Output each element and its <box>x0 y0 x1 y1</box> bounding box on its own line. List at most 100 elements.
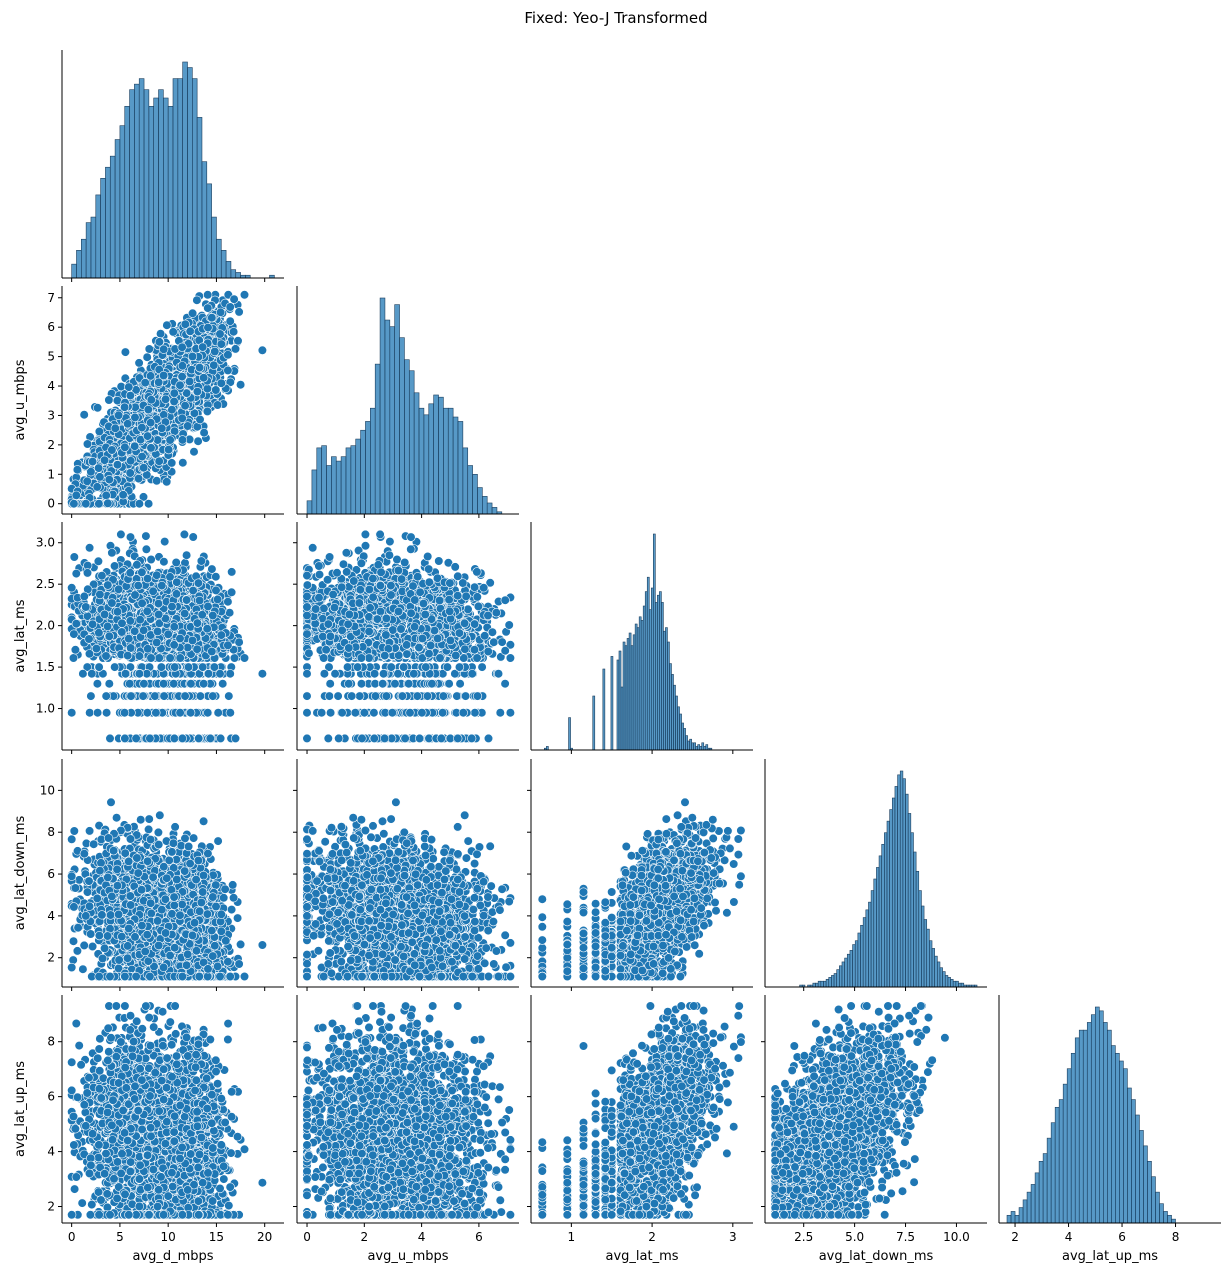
scatter-point <box>199 373 208 382</box>
y-tick-label: 0 <box>47 497 55 511</box>
scatter-point <box>160 557 169 566</box>
scatter-point <box>208 313 217 322</box>
y-tick-label: 6 <box>47 320 55 334</box>
scatter-point <box>178 372 187 381</box>
scatter-point <box>108 446 117 455</box>
scatter-point <box>126 469 135 478</box>
histogram-bar <box>192 79 197 278</box>
histogram-bar <box>86 223 91 278</box>
scatter-point <box>176 381 185 390</box>
scatter-point <box>111 424 120 433</box>
histogram-bar <box>453 417 458 514</box>
scatter-point <box>185 377 194 386</box>
histogram-bar <box>327 466 332 514</box>
histogram-bar <box>487 503 492 514</box>
histogram-bar <box>105 167 110 278</box>
histogram-bar <box>375 364 380 514</box>
histogram-bar <box>414 393 419 514</box>
panel-avg_u_mbps-vs-avg_d_mbps: 01234567 <box>47 286 284 518</box>
scatter-point <box>162 478 171 487</box>
scatter-point <box>164 445 173 454</box>
histogram-bar <box>216 239 221 278</box>
scatter-point <box>153 436 162 445</box>
histogram-bar <box>331 457 336 514</box>
scatter-point <box>113 460 122 469</box>
histogram-bar <box>120 126 125 278</box>
scatter-point <box>96 473 105 482</box>
scatter-points <box>67 530 266 743</box>
scatter-point <box>226 317 235 326</box>
scatter-point <box>145 345 154 354</box>
histogram-bar <box>115 140 120 278</box>
histogram-bar <box>134 84 139 278</box>
scatter-point <box>178 414 187 423</box>
scatter-point <box>231 345 240 354</box>
scatter-point <box>93 404 102 413</box>
scatter-point <box>95 427 104 436</box>
histogram-bar <box>72 264 77 278</box>
scatter-point <box>234 337 243 346</box>
scatter-point <box>147 396 156 405</box>
histogram-bar <box>468 466 473 514</box>
scatter-point <box>240 291 249 300</box>
histogram-bar <box>144 90 149 278</box>
scatter-point <box>114 411 123 420</box>
scatter-point <box>130 442 139 451</box>
scatter-point <box>83 477 92 486</box>
scatter-point <box>204 304 213 313</box>
scatter-point <box>94 557 103 566</box>
y-tick-label: 2 <box>47 438 55 452</box>
scatter-point <box>105 396 114 405</box>
histogram-bar <box>385 320 390 514</box>
histogram-bar <box>351 446 356 514</box>
y-tick-label: 7 <box>47 291 55 305</box>
histogram-bar <box>346 448 351 514</box>
histogram-bar <box>110 156 115 278</box>
scatter-point <box>167 459 176 468</box>
scatter-point <box>73 465 82 474</box>
scatter-point <box>87 468 96 477</box>
histogram-bar <box>231 270 236 278</box>
scatter-point <box>178 343 187 352</box>
scatter-point <box>88 457 97 466</box>
scatter-point <box>178 436 187 445</box>
scatter-point <box>258 346 267 355</box>
scatter-point <box>196 415 205 424</box>
histogram-bar <box>448 408 453 514</box>
histogram-bar <box>409 371 414 514</box>
scatter-point <box>235 308 244 317</box>
scatter-point <box>188 352 197 361</box>
scatter-point <box>236 380 245 389</box>
scatter-point <box>83 440 92 449</box>
histogram-bar <box>139 79 144 278</box>
scatter-point <box>126 457 135 466</box>
histogram-bar <box>202 162 207 278</box>
scatter-point <box>188 309 197 318</box>
panel-avg_d_mbps-vs-avg_d_mbps <box>62 50 284 282</box>
scatter-point <box>102 491 111 500</box>
histogram-bar <box>365 421 370 514</box>
scatter-point <box>189 533 198 542</box>
scatter-point <box>70 499 79 508</box>
scatter-point <box>139 463 148 472</box>
y-tick-label: 3 <box>47 408 55 422</box>
histogram-bar <box>322 446 327 514</box>
histogram-bar <box>361 430 366 514</box>
scatter-point <box>159 371 168 380</box>
histogram-bar <box>149 106 154 278</box>
histogram-bar <box>356 439 361 514</box>
scatter-point <box>213 401 222 410</box>
scatter-point <box>203 291 212 300</box>
scatter-point <box>211 347 220 356</box>
scatter-point <box>217 379 226 388</box>
scatter-point <box>146 418 155 427</box>
scatter-point <box>113 396 122 405</box>
scatter-point <box>72 491 81 500</box>
scatter-point <box>80 410 89 419</box>
scatter-point <box>195 363 204 372</box>
scatter-point <box>170 397 179 406</box>
scatter-point <box>100 456 109 465</box>
y-tick-label: 5 <box>47 350 55 364</box>
histogram-bar <box>183 62 188 278</box>
